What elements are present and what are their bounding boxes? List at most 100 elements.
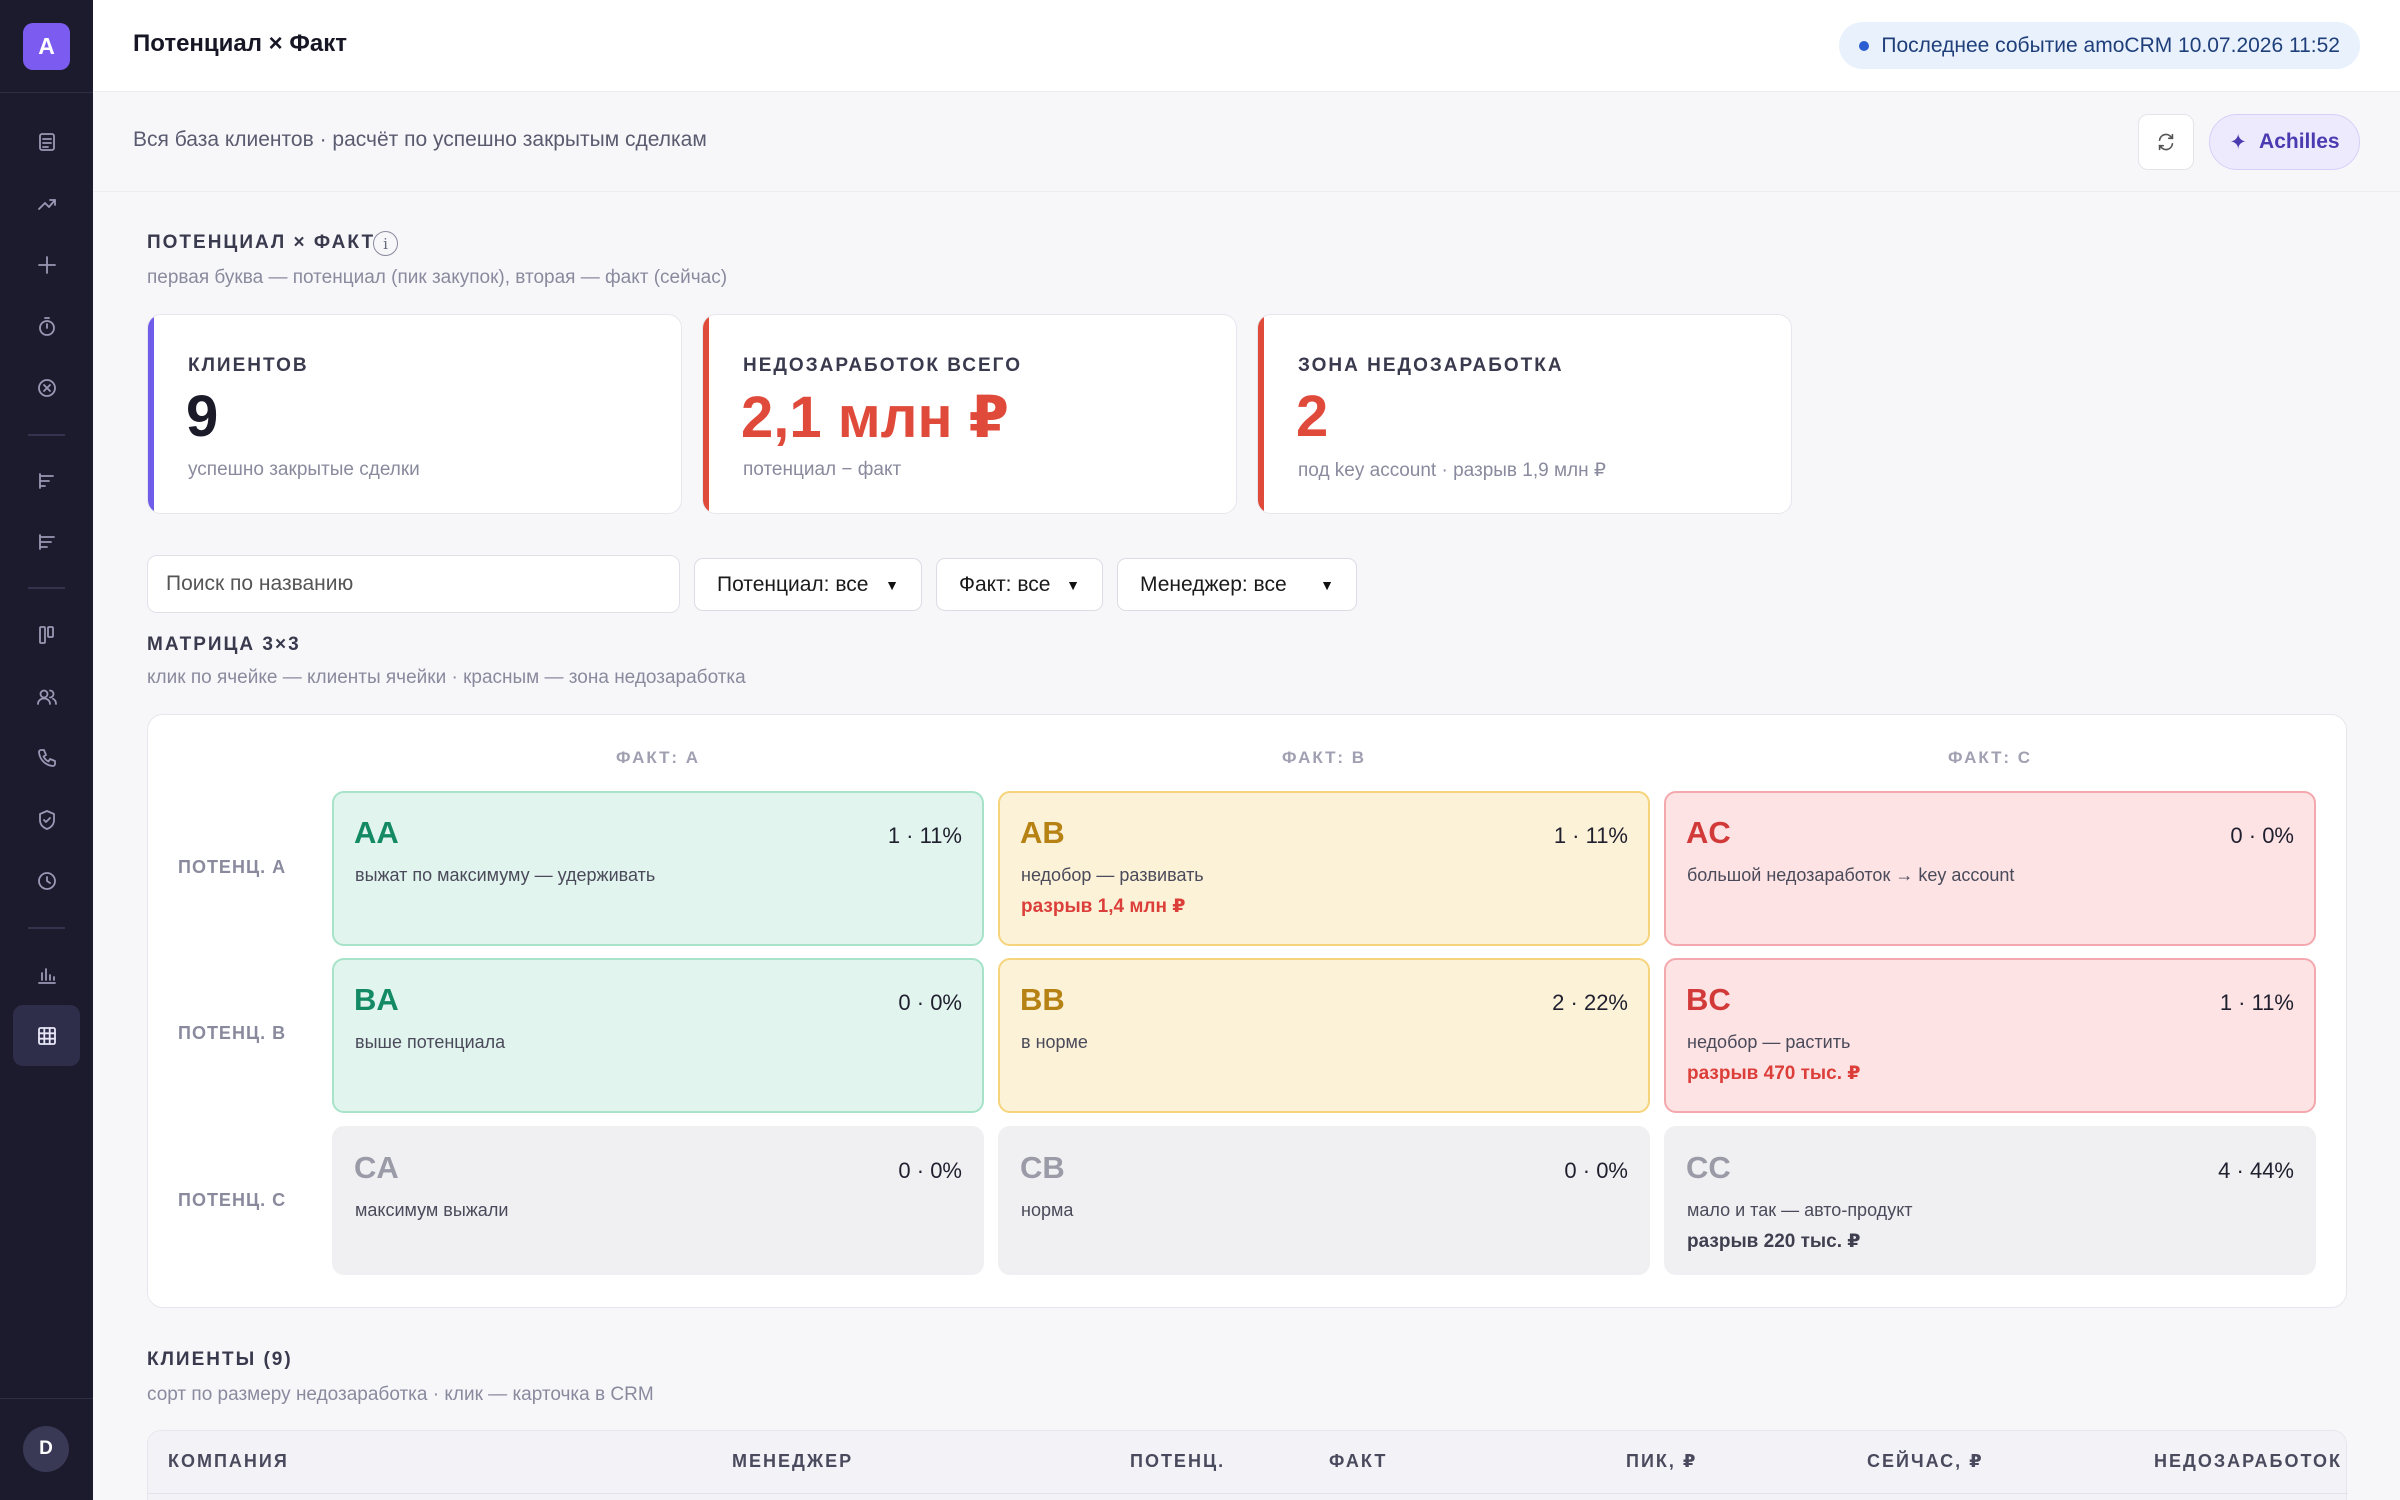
- status-dot-icon: [1859, 41, 1870, 51]
- matrix-cell-ca[interactable]: CA 0 · 0% максимум выжали: [332, 1126, 984, 1275]
- grid-icon: [37, 1026, 56, 1045]
- cell-count-share: 0 · 0%: [898, 990, 962, 1015]
- cell-description: большой недозаработок → key account: [1687, 865, 2015, 885]
- sidebar-item-users[interactable]: [27, 677, 66, 716]
- kpi-label: ЗОНА НЕДОЗАРАБОТКА: [1298, 355, 1564, 376]
- col-header-fact-c: ФАКТ: C: [1948, 748, 2032, 767]
- chart-icon: [37, 967, 56, 984]
- column-header-potential[interactable]: ПОТЕНЦ.: [1130, 1451, 1226, 1471]
- row-header-potential-a: ПОТЕНЦ. A: [178, 857, 287, 877]
- cell-description: недобор — развивать: [1021, 865, 1204, 885]
- achilles-button[interactable]: ✦ Achilles: [2209, 114, 2360, 170]
- sidebar-separator: [28, 587, 65, 589]
- matrix-cell-ab[interactable]: AB 1 · 11% недобор — развивать разрыв 1,…: [998, 791, 1650, 946]
- sidebar-item-reports[interactable]: [27, 461, 66, 500]
- sidebar-item-analytics[interactable]: [27, 955, 66, 994]
- cell-code: CA: [354, 1150, 399, 1185]
- matrix-subtitle: клик по ячейке — клиенты ячейки · красны…: [147, 667, 746, 688]
- top-header: Потенциал × Факт Последнее событие amoCR…: [93, 0, 2400, 92]
- page-title: Потенциал × Факт: [133, 30, 347, 57]
- sidebar-item-trends[interactable]: [27, 184, 66, 223]
- cell-code: AC: [1686, 815, 1731, 850]
- sidebar-item-history[interactable]: [27, 861, 66, 900]
- matrix-cell-cb[interactable]: CB 0 · 0% норма: [998, 1126, 1650, 1275]
- cell-gap: разрыв 470 тыс. ₽: [1687, 1063, 1861, 1084]
- cell-code: CB: [1020, 1150, 1065, 1185]
- cell-description: максимум выжали: [355, 1200, 509, 1220]
- crm-event-text: Последнее событие amoCRM 10.07.2026 11:5…: [1881, 33, 2340, 57]
- manager-filter-value: Менеджер: все: [1140, 572, 1287, 596]
- column-header-company[interactable]: КОМПАНИЯ: [168, 1451, 289, 1471]
- kpi-label: КЛИЕНТОВ: [188, 355, 309, 376]
- column-header-shortfall[interactable]: НЕДОЗАРАБОТОК: [2154, 1451, 2342, 1471]
- info-icon[interactable]: i: [373, 231, 398, 256]
- fact-filter-select[interactable]: Факт: все ▼: [936, 558, 1103, 611]
- cell-description: норма: [1021, 1200, 1074, 1220]
- cell-code: BB: [1020, 982, 1065, 1017]
- sidebar-item-calls[interactable]: [27, 738, 66, 777]
- refresh-icon: [2158, 133, 2174, 151]
- matrix-cell-cc[interactable]: CC 4 · 44% мало и так — авто-продукт раз…: [1664, 1126, 2316, 1275]
- kpi-value: 9: [186, 384, 219, 449]
- cell-count-share: 0 · 0%: [898, 1158, 962, 1183]
- matrix-cell-bb[interactable]: BB 2 · 22% в норме: [998, 958, 1650, 1113]
- sidebar-item-add[interactable]: [27, 245, 66, 284]
- cell-count-share: 2 · 22%: [1552, 990, 1628, 1015]
- timer-icon: [38, 316, 55, 336]
- manager-filter-select[interactable]: Менеджер: все ▼: [1117, 558, 1357, 611]
- cell-code: BA: [354, 982, 399, 1017]
- sidebar-item-board[interactable]: [27, 615, 66, 654]
- matrix-cell-bc[interactable]: BC 1 · 11% недобор — растить разрыв 470 …: [1664, 958, 2316, 1113]
- kpi-note: потенциал − факт: [743, 459, 902, 480]
- cell-code: AA: [354, 815, 399, 850]
- column-header-current[interactable]: СЕЙЧАС, ₽: [1867, 1451, 1984, 1471]
- column-header-peak[interactable]: ПИК, ₽: [1626, 1451, 1698, 1471]
- search-input[interactable]: [147, 555, 680, 613]
- cell-count-share: 1 · 11%: [1553, 823, 1628, 848]
- crm-event-status-badge: Последнее событие amoCRM 10.07.2026 11:5…: [1839, 22, 2360, 69]
- kpi-card-clients: КЛИЕНТОВ 9 успешно закрытые сделки: [147, 314, 682, 514]
- sidebar: A D: [0, 0, 93, 1500]
- potential-filter-value: Потенциал: все: [717, 572, 869, 596]
- cell-gap: разрыв 1,4 млн ₽: [1021, 896, 1186, 917]
- sidebar-item-security[interactable]: [27, 800, 66, 839]
- matrix-cell-aa[interactable]: AA 1 · 11% выжат по максимуму — удержива…: [332, 791, 984, 946]
- cell-code: CC: [1686, 1150, 1731, 1185]
- potential-filter-select[interactable]: Потенциал: все ▼: [694, 558, 922, 611]
- column-header-fact[interactable]: ФАКТ: [1329, 1451, 1388, 1471]
- cell-count-share: 1 · 11%: [2219, 990, 2294, 1015]
- sidebar-item-matrix[interactable]: [13, 1005, 80, 1066]
- cell-code: AB: [1020, 815, 1065, 850]
- cell-code: BC: [1686, 982, 1731, 1017]
- cell-count-share: 0 · 0%: [1564, 1158, 1628, 1183]
- kpi-note: успешно закрытые сделки: [188, 459, 420, 480]
- column-header-manager[interactable]: МЕНЕДЖЕР: [732, 1451, 854, 1471]
- kpi-value: 2,1 млн ₽: [741, 385, 1009, 450]
- avatar[interactable]: D: [23, 1426, 69, 1472]
- phone-icon: [37, 748, 56, 767]
- refresh-button[interactable]: [2138, 114, 2194, 170]
- sidebar-item-documents[interactable]: [27, 122, 66, 161]
- app-logo[interactable]: A: [23, 23, 70, 70]
- cell-description: в норме: [1021, 1032, 1088, 1052]
- trend-icon: [37, 198, 56, 210]
- matrix-title: МАТРИЦА 3×3: [147, 634, 301, 655]
- clients-title: КЛИЕНТЫ (9): [147, 1349, 293, 1370]
- users-icon: [36, 689, 57, 705]
- kpi-card-shortfall-total: НЕДОЗАРАБОТОК ВСЕГО 2,1 млн ₽ потенциал …: [702, 314, 1237, 514]
- section-subtitle: первая буква — потенциал (пик закупок), …: [147, 267, 728, 288]
- matrix-cell-ac[interactable]: AC 0 · 0% большой недозаработок → key ac…: [1664, 791, 2316, 946]
- clients-subtitle: сорт по размеру недозаработка · клик — к…: [147, 1384, 654, 1405]
- sidebar-divider: [0, 1398, 93, 1399]
- sidebar-item-timer[interactable]: [27, 307, 66, 346]
- sidebar-item-reports-2[interactable]: [27, 522, 66, 561]
- kpi-note: под key account · разрыв 1,9 млн ₽: [1298, 460, 1607, 481]
- kanban-icon: [38, 625, 54, 644]
- sidebar-separator: [28, 927, 65, 929]
- cell-gap: разрыв 220 тыс. ₽: [1687, 1231, 1861, 1252]
- cell-description: недобор — растить: [1687, 1032, 1851, 1052]
- clock-icon: [37, 871, 56, 890]
- sidebar-divider: [0, 92, 93, 93]
- matrix-cell-ba[interactable]: BA 0 · 0% выше потенциала: [332, 958, 984, 1113]
- sidebar-item-lost[interactable]: [27, 368, 66, 407]
